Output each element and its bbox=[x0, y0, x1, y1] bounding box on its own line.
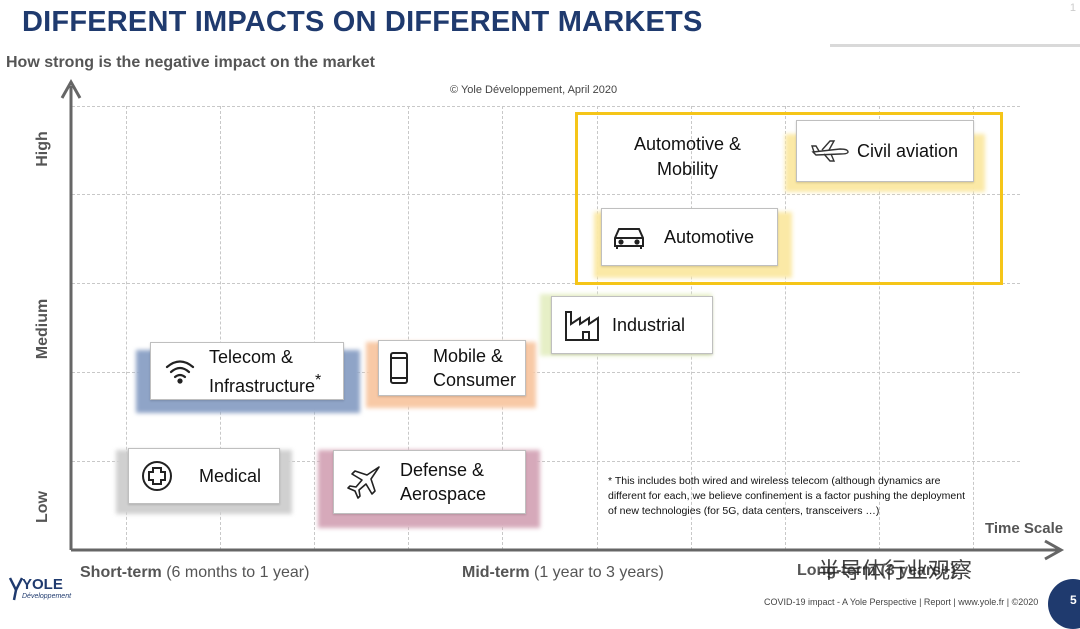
x-axis-arrow bbox=[1044, 539, 1065, 561]
civil-aviation-label: Civil aviation bbox=[857, 141, 959, 161]
defense-label: Defense & Aerospace bbox=[400, 458, 486, 506]
y-axis-title: How strong is the negative impact on the… bbox=[6, 54, 375, 71]
grid-line bbox=[72, 194, 1020, 195]
grid-line bbox=[408, 106, 409, 550]
watermark: 半导体行业观察 bbox=[818, 558, 973, 583]
grid-line bbox=[314, 106, 315, 550]
grid-line bbox=[72, 372, 1020, 373]
group-label-line1: Automotive & bbox=[633, 134, 742, 154]
fighter-jet-icon bbox=[334, 460, 394, 504]
page-number: 5 bbox=[1070, 593, 1077, 607]
group-label: Automotive & Mobility bbox=[610, 132, 765, 182]
car-icon bbox=[602, 217, 656, 257]
telecom-label-line2: Infrastructure* bbox=[209, 371, 322, 396]
corner-mark: 1 bbox=[1069, 2, 1076, 14]
grid-line bbox=[220, 106, 221, 550]
grid-line bbox=[502, 106, 503, 550]
logo-mark-icon bbox=[8, 577, 24, 601]
copyright-note: © Yole Développement, April 2020 bbox=[450, 84, 618, 96]
footer-text: COVID-19 impact - A Yole Perspective | R… bbox=[764, 597, 1039, 607]
grid-line bbox=[785, 106, 786, 550]
defense-label-line2: Aerospace bbox=[400, 484, 487, 504]
medical-card: Medical bbox=[128, 448, 280, 504]
industrial-card: Industrial bbox=[551, 296, 713, 354]
automotive-mobility-group bbox=[575, 112, 1003, 285]
automotive-card: Automotive bbox=[601, 208, 778, 266]
automotive-label: Automotive bbox=[664, 227, 755, 247]
footnote: * This includes both wired and wireless … bbox=[608, 475, 966, 517]
grid-line bbox=[879, 106, 880, 550]
telecom-label: Telecom & Infrastructure* bbox=[209, 345, 321, 398]
grid-line bbox=[72, 106, 1020, 107]
axes bbox=[60, 78, 1065, 561]
page-title: DIFFERENT IMPACTS ON DIFFERENT MARKETS bbox=[22, 6, 703, 38]
phone-icon bbox=[379, 348, 419, 388]
yole-logo: YOLE Développement bbox=[8, 574, 78, 604]
grid-line bbox=[72, 283, 1020, 284]
civil-aviation-card: Civil aviation bbox=[796, 120, 974, 182]
grid-line bbox=[72, 461, 1020, 462]
y-axis-arrow bbox=[60, 78, 82, 99]
mobile-label-line1: Mobile & bbox=[433, 346, 504, 366]
medical-cross-icon bbox=[129, 456, 185, 496]
grid-line bbox=[973, 106, 974, 550]
logo-name: YOLE bbox=[22, 576, 63, 593]
y-label-high: High bbox=[34, 131, 51, 167]
x-label-mid-term: Mid-term (1 year to 3 years) bbox=[462, 564, 664, 581]
y-label-low: Low bbox=[34, 491, 51, 523]
telecom-label-line1: Telecom & bbox=[209, 346, 294, 367]
x-label-long-term: Long-term (3 years+) bbox=[797, 562, 956, 579]
defense-card: Defense & Aerospace bbox=[333, 450, 526, 514]
mobile-label-line2: Consumer bbox=[433, 370, 517, 390]
group-label-line2: Mobility bbox=[656, 159, 718, 179]
mobile-card: Mobile & Consumer bbox=[378, 340, 526, 396]
y-label-medium: Medium bbox=[34, 298, 51, 360]
x-label-short-term: Short-term (6 months to 1 year) bbox=[80, 564, 310, 581]
logo-sub: Développement bbox=[22, 593, 72, 600]
industrial-label: Industrial bbox=[612, 315, 686, 335]
wifi-icon bbox=[151, 351, 209, 391]
title-divider bbox=[830, 44, 1080, 47]
grid-line bbox=[126, 106, 127, 550]
medical-label: Medical bbox=[199, 466, 262, 486]
defense-label-line1: Defense & bbox=[400, 460, 485, 480]
telecom-asterisk: * bbox=[315, 371, 322, 389]
x-axis-title: Time Scale bbox=[985, 520, 1064, 537]
telecom-card: Telecom & Infrastructure* bbox=[150, 342, 344, 400]
factory-icon bbox=[552, 305, 612, 345]
airplane-icon bbox=[803, 131, 857, 171]
mobile-label: Mobile & Consumer bbox=[433, 344, 516, 392]
